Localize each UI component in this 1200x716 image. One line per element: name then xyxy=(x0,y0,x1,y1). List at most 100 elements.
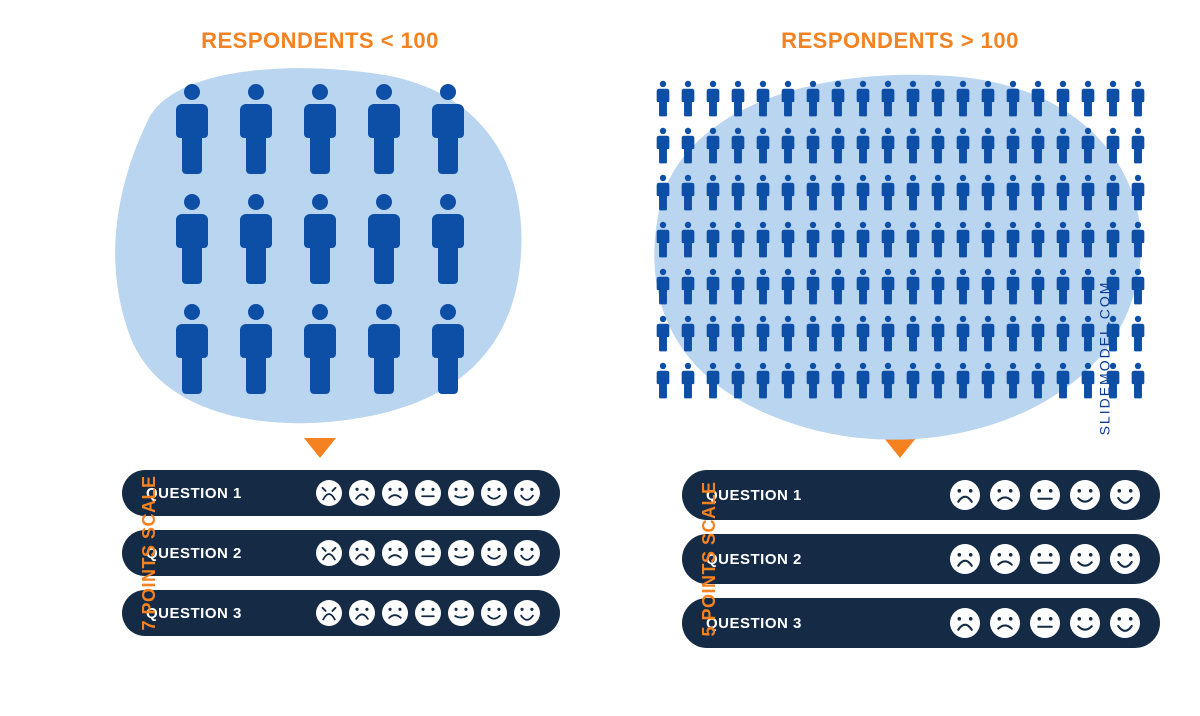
person-icon xyxy=(805,362,821,400)
person-icon xyxy=(680,127,696,165)
person-icon xyxy=(655,80,671,118)
person-icon xyxy=(855,221,871,259)
person-icon xyxy=(1105,174,1121,212)
person-icon xyxy=(855,362,871,400)
person-icon xyxy=(171,302,213,398)
face-grin-icon xyxy=(514,600,540,626)
arrow-down-icon xyxy=(304,438,336,458)
person-icon xyxy=(1130,174,1146,212)
person-icon xyxy=(980,174,996,212)
person-icon xyxy=(930,268,946,306)
person-icon xyxy=(427,82,469,178)
person-icon xyxy=(955,362,971,400)
question-pill: QUESTION 1 xyxy=(682,470,1160,520)
person-icon xyxy=(680,174,696,212)
person-icon xyxy=(780,127,796,165)
person-icon xyxy=(830,268,846,306)
person-icon xyxy=(235,302,277,398)
question-pill: QUESTION 1 xyxy=(122,470,560,516)
person-icon xyxy=(1105,127,1121,165)
scale-label-7pt: 7 POINTS SCALE xyxy=(139,475,160,630)
likert-faces xyxy=(264,480,540,506)
person-icon xyxy=(855,80,871,118)
likert-faces xyxy=(264,600,540,626)
people-area-left xyxy=(80,62,560,432)
person-icon xyxy=(805,221,821,259)
face-sad-icon xyxy=(382,540,408,566)
person-icon xyxy=(1080,80,1096,118)
person-icon xyxy=(363,192,405,288)
person-icon xyxy=(980,80,996,118)
person-icon xyxy=(705,268,721,306)
person-icon xyxy=(1005,362,1021,400)
scale-area-right: 5 POINTS SCALE QUESTION 1 QUESTION 2 QUE… xyxy=(640,470,1160,648)
person-icon xyxy=(1030,268,1046,306)
title-left: RESPONDENTS < 100 xyxy=(80,28,560,54)
face-sad-icon xyxy=(990,608,1020,638)
person-icon xyxy=(805,80,821,118)
question-pills-right: QUESTION 1 QUESTION 2 QUESTION 3 xyxy=(682,470,1160,648)
person-icon xyxy=(1005,80,1021,118)
person-icon xyxy=(655,127,671,165)
face-frown-icon xyxy=(349,600,375,626)
person-icon xyxy=(955,174,971,212)
person-icon xyxy=(680,80,696,118)
face-grin-icon xyxy=(514,480,540,506)
person-icon xyxy=(905,315,921,353)
person-icon xyxy=(980,315,996,353)
person-icon xyxy=(1080,268,1096,306)
person-icon xyxy=(1055,221,1071,259)
person-icon xyxy=(1105,268,1121,306)
person-icon xyxy=(1105,315,1121,353)
likert-faces xyxy=(824,544,1140,574)
person-icon xyxy=(1130,315,1146,353)
face-frown-icon xyxy=(950,480,980,510)
person-icon xyxy=(930,174,946,212)
face-sad-icon xyxy=(382,600,408,626)
face-angry-icon xyxy=(316,480,342,506)
face-grin-icon xyxy=(514,540,540,566)
person-icon xyxy=(905,174,921,212)
person-icon xyxy=(171,82,213,178)
person-icon xyxy=(730,268,746,306)
person-icon xyxy=(1005,174,1021,212)
person-icon xyxy=(1130,127,1146,165)
person-icon xyxy=(930,362,946,400)
person-icon xyxy=(930,221,946,259)
person-icon xyxy=(1080,174,1096,212)
question-pill: QUESTION 3 xyxy=(122,590,560,636)
person-icon xyxy=(780,268,796,306)
person-icon xyxy=(1080,221,1096,259)
face-slight-icon xyxy=(448,600,474,626)
person-icon xyxy=(955,80,971,118)
person-icon xyxy=(427,192,469,288)
person-icon xyxy=(905,80,921,118)
person-icon xyxy=(1080,315,1096,353)
question-pill: QUESTION 2 xyxy=(122,530,560,576)
person-icon xyxy=(730,221,746,259)
face-frown-icon xyxy=(349,480,375,506)
person-icon xyxy=(655,315,671,353)
person-icon xyxy=(171,192,213,288)
person-icon xyxy=(299,302,341,398)
face-angry-icon xyxy=(316,540,342,566)
person-icon xyxy=(1030,315,1046,353)
person-icon xyxy=(1055,127,1071,165)
person-icon xyxy=(855,127,871,165)
person-icon xyxy=(930,315,946,353)
person-icon xyxy=(755,221,771,259)
person-icon xyxy=(880,80,896,118)
person-icon xyxy=(655,362,671,400)
face-sad-icon xyxy=(990,544,1020,574)
face-angry-icon xyxy=(316,600,342,626)
person-icon xyxy=(655,268,671,306)
person-icon xyxy=(780,174,796,212)
person-icon xyxy=(655,174,671,212)
person-icon xyxy=(680,268,696,306)
person-icon xyxy=(1030,362,1046,400)
person-icon xyxy=(905,362,921,400)
person-icon xyxy=(363,302,405,398)
question-pills-left: QUESTION 1 QUESTION 2 xyxy=(122,470,560,636)
face-sad-icon xyxy=(990,480,1020,510)
person-icon xyxy=(730,174,746,212)
